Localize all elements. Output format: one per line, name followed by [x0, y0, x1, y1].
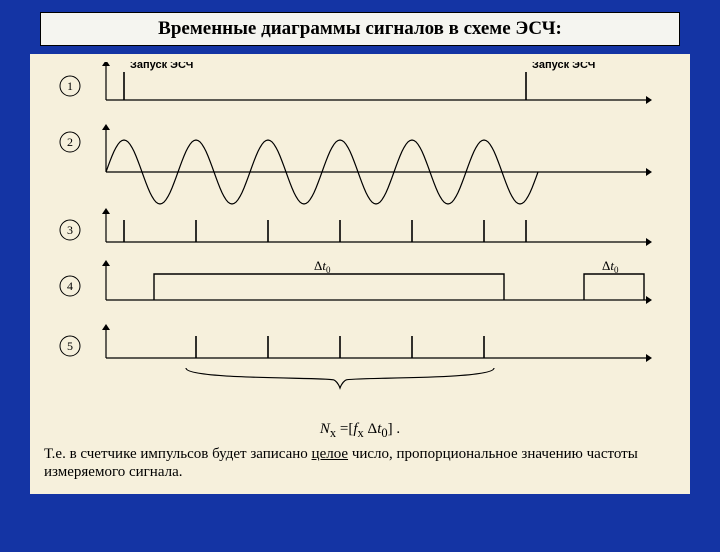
timing-diagram: 1 Запуск ЭСЧ Запуск ЭСЧ 2 3 4 Δt0 Δt0 5: [44, 62, 666, 412]
svg-text:Запуск ЭСЧ: Запуск ЭСЧ: [532, 62, 595, 71]
diagram-container: 1 Запуск ЭСЧ Запуск ЭСЧ 2 3 4 Δt0 Δt0 5 Nx =[fx …: [30, 54, 690, 494]
caption-underlined: целое: [312, 446, 349, 462]
caption-body: Т.е. в счетчике импульсов будет записано…: [44, 445, 676, 483]
svg-text:Запуск ЭСЧ: Запуск ЭСЧ: [130, 62, 193, 71]
caption-prefix: Т.е. в счетчике импульсов будет записано: [44, 446, 312, 462]
svg-text:1: 1: [67, 79, 73, 93]
svg-text:Δt0: Δt0: [602, 258, 619, 275]
caption: Nx =[fx Δt0] . Т.е. в счетчике импульсов…: [44, 420, 676, 482]
svg-text:5: 5: [67, 339, 73, 353]
svg-text:2: 2: [67, 135, 73, 149]
slide-title: Временные диаграммы сигналов в схеме ЭСЧ…: [40, 12, 680, 46]
svg-text:Δt0: Δt0: [314, 258, 331, 275]
title-text: Временные диаграммы сигналов в схеме ЭСЧ…: [158, 18, 562, 39]
svg-text:3: 3: [67, 223, 73, 237]
svg-text:4: 4: [67, 279, 73, 293]
formula: Nx =[fx Δt0] .: [44, 420, 676, 442]
